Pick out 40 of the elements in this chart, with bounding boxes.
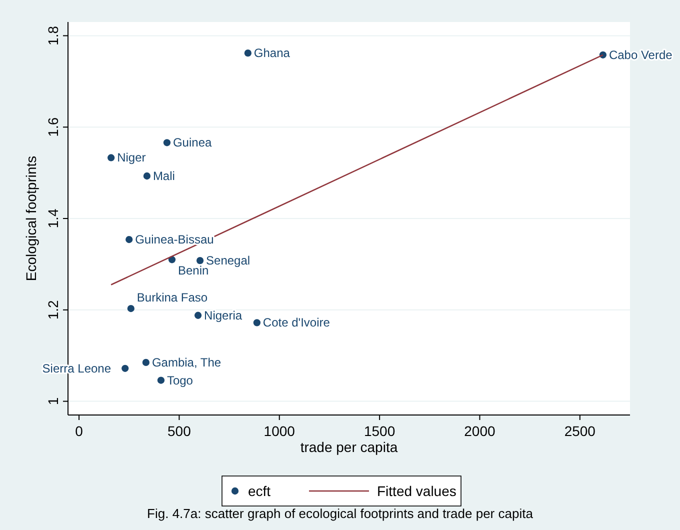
- x-tick-label: 1000: [264, 423, 296, 439]
- annotation: Guinea: [172, 136, 212, 150]
- x-tick-label: 0: [75, 423, 84, 439]
- annotation: Nigeria: [204, 308, 242, 322]
- point: [108, 154, 115, 162]
- legend-label: ecft: [248, 483, 271, 499]
- annotation: Ghana: [254, 46, 290, 60]
- point: [253, 319, 261, 326]
- annotation: Togo: [166, 373, 194, 388]
- y-axis-title: Ecological footprints: [23, 156, 39, 282]
- point: [127, 304, 134, 312]
- x-tick-label: 2500: [564, 423, 596, 439]
- y-tick-label: 1.4: [45, 208, 61, 228]
- caption: Fig. 4.7a: scatter graph of ecological footprints and trade per capita: [147, 506, 534, 521]
- annotation: Burkina Faso: [136, 290, 208, 305]
- point: [143, 172, 151, 180]
- x-axis-title: trade per capita: [300, 439, 398, 455]
- x-tick-label: 1500: [364, 423, 396, 439]
- annotation: Cote d'Ivoire: [262, 316, 330, 330]
- point: [163, 139, 171, 146]
- y-tick-label: 1.2: [45, 300, 61, 320]
- point: [122, 364, 129, 372]
- legend-label: Fitted values: [377, 483, 456, 499]
- y-tick-label: 1: [45, 397, 61, 406]
- annotation: Mali: [152, 169, 175, 183]
- point: [244, 50, 252, 57]
- x-tick-label: 500: [168, 423, 192, 439]
- annotation: Niger: [117, 150, 146, 165]
- point: [126, 236, 133, 244]
- x-tick-label: 2000: [464, 423, 496, 439]
- annotation: Senegal: [206, 254, 250, 268]
- y-tick-label: 1.8: [45, 26, 61, 46]
- point: [196, 256, 204, 264]
- annotation: Cabo Verde: [608, 48, 673, 62]
- annotation: Gambia, The: [152, 355, 222, 370]
- point: [157, 376, 165, 384]
- y-tick-label: 1.6: [45, 117, 61, 137]
- point: [142, 358, 150, 366]
- point: [194, 312, 202, 319]
- annotation: Benin: [178, 264, 209, 278]
